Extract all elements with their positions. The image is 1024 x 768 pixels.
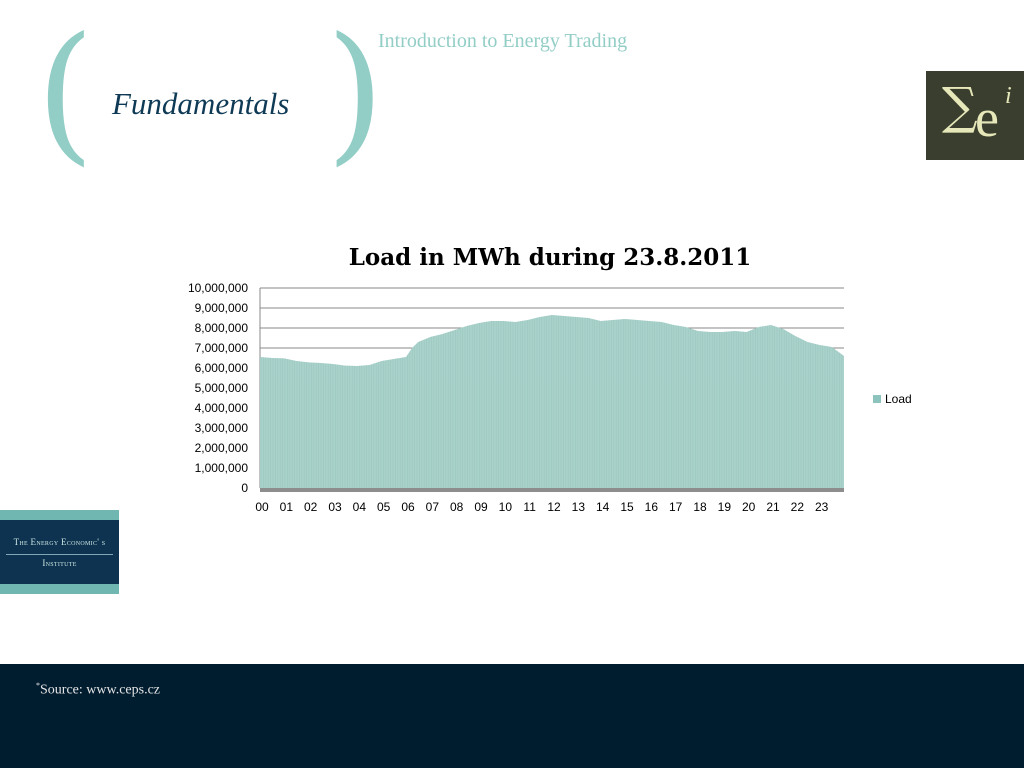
x-tick-label: 05 [377,500,391,514]
source-marker: * [36,681,40,690]
x-tick-label: 15 [620,500,634,514]
x-tick-label: 08 [450,500,464,514]
y-tick-label: 9,000,000 [195,301,249,315]
institute-logo: The Energy Economic' s Institute [0,510,119,594]
x-tick-label: 02 [304,500,318,514]
footer-source: *Source: www.ceps.cz [36,681,160,699]
x-tick-label: 17 [669,500,683,514]
chart-title: Load in MWh during 23.8.2011 [349,244,752,271]
legend-label-load: Load [885,392,912,406]
y-tick-label: 8,000,000 [195,321,249,335]
footer-bar: *Source: www.ceps.cz [0,664,1024,768]
y-tick-label: 3,000,000 [195,421,249,435]
course-title: Introduction to Energy Trading [378,30,628,52]
x-axis-line [260,488,844,492]
institute-logo-inner: The Energy Economic' s Institute [0,520,119,584]
institute-divider [6,554,113,555]
y-tick-label: 2,000,000 [195,441,249,455]
logo-e: e [975,88,999,148]
load-series-texture [260,315,843,488]
x-tick-label: 16 [645,500,659,514]
x-tick-label: 04 [353,500,367,514]
x-tick-label: 22 [791,500,805,514]
x-tick-label: 00 [255,500,269,514]
y-tick-label: 0 [241,481,248,495]
x-tick-label: 07 [426,500,440,514]
x-tick-label: 14 [596,500,610,514]
y-tick-label: 5,000,000 [195,381,249,395]
x-tick-label: 12 [547,500,561,514]
x-tick-label: 11 [523,500,536,514]
y-tick-label: 4,000,000 [195,401,249,415]
x-axis-ticks: 00 01 02 03 04 05 06 07 08 09 10 11 12 13 14 15 16 17 18 19… [255,500,828,514]
x-tick-label: 10 [499,500,513,514]
x-tick-label: 13 [572,500,586,514]
y-tick-label: 1,000,000 [195,461,249,475]
sigma-e-logo: ∑ e i [926,71,1024,160]
load-chart: Load in MWh during 23.8.2011 0 1,000,000 2… [188,244,912,514]
x-tick-label: 23 [815,500,829,514]
institute-line1: The Energy Economic' s [13,537,106,547]
y-axis-ticks: 0 1,000,000 2,000,000 3,000,000 4,000,000 5,0… [188,281,248,495]
page-title: Fundamentals [112,86,290,121]
x-tick-label: 01 [280,500,294,514]
x-tick-label: 21 [766,500,780,514]
x-tick-label: 09 [474,500,488,514]
left-parenthesis: ( [36,6,95,180]
logo-superscript: i [1005,83,1012,109]
institute-line2: Institute [42,558,77,568]
x-tick-label: 20 [742,500,756,514]
chart-plot-area [260,315,844,492]
right-parenthesis: ) [326,6,385,180]
y-tick-label: 7,000,000 [195,341,249,355]
source-text: Source: www.ceps.cz [40,682,160,698]
x-tick-label: 19 [718,500,732,514]
y-tick-label: 6,000,000 [195,361,249,375]
y-tick-label: 10,000,000 [188,281,248,295]
x-tick-label: 03 [328,500,342,514]
x-tick-label: 18 [693,500,707,514]
legend-swatch-load [873,395,881,403]
chart-legend: Load [873,392,912,406]
logo-sigma: ∑ [942,77,978,135]
x-tick-label: 06 [401,500,415,514]
